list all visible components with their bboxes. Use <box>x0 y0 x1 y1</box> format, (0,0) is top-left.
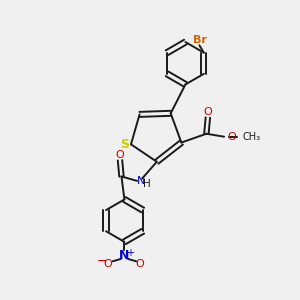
Text: CH₃: CH₃ <box>243 132 261 142</box>
Text: O: O <box>135 259 144 269</box>
Text: O: O <box>104 259 112 269</box>
Text: O: O <box>203 107 212 117</box>
Text: O: O <box>228 132 236 142</box>
Text: O: O <box>116 150 124 160</box>
Text: +: + <box>126 248 134 258</box>
Text: Br: Br <box>193 35 207 45</box>
Text: N: N <box>136 176 145 186</box>
Text: −: − <box>97 255 107 268</box>
Text: H: H <box>143 179 151 189</box>
Text: S: S <box>120 138 129 151</box>
Text: N: N <box>119 250 130 262</box>
